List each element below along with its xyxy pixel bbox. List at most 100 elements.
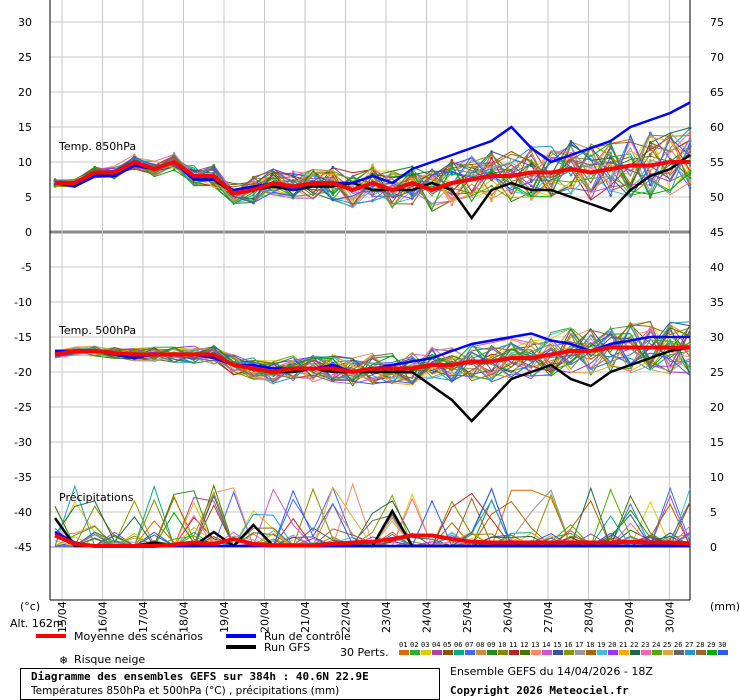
right-tick-label: 70: [710, 51, 724, 64]
member-legend-swatch: [608, 650, 618, 655]
panel-label-precip: Précipitations: [59, 491, 134, 504]
member-legend-label: 12: [520, 641, 528, 649]
member-legend-label: 01: [399, 641, 407, 649]
member-point: [649, 196, 652, 199]
member-point: [688, 137, 692, 141]
member-legend-swatch: [718, 650, 728, 655]
panel-label-500: Temp. 500hPa: [58, 324, 136, 337]
member-legend-label: 22: [630, 641, 638, 649]
plot-area: [50, 0, 690, 600]
member-t500-line: [54, 329, 691, 384]
member-point: [609, 151, 612, 155]
member-legend-label: 23: [641, 641, 649, 649]
right-axis-unit: (mm): [710, 600, 740, 613]
main-series: [53, 101, 691, 548]
member-point: [331, 192, 335, 195]
member-legend-label: 19: [597, 641, 605, 649]
member-legend-swatch: [399, 650, 409, 655]
member-legend-swatch: [553, 650, 563, 655]
member-point: [688, 130, 692, 134]
x-tick-label: 27/04: [542, 601, 555, 633]
x-tick-label: 22/04: [340, 601, 353, 633]
member-point: [252, 197, 255, 200]
left-tick-label: -5: [21, 261, 32, 274]
member-point: [490, 168, 493, 172]
member-point: [490, 178, 493, 182]
right-tick-label: 30: [710, 331, 724, 344]
member-legend-swatch: [641, 650, 651, 655]
member-legend-label: 28: [696, 641, 704, 649]
left-tick-label: -30: [14, 436, 32, 449]
left-tick-label: -40: [14, 506, 32, 519]
member-legend-label: 26: [674, 641, 682, 649]
member-point: [450, 203, 454, 207]
member-point: [450, 167, 454, 171]
member-point: [410, 197, 414, 200]
member-point: [649, 169, 652, 172]
member-point: [371, 194, 374, 197]
x-tick-label: 16/04: [97, 601, 110, 633]
member-legend-swatch: [652, 650, 662, 655]
member-point: [410, 202, 414, 206]
member-point: [569, 158, 573, 162]
member-legend-label: 10: [498, 641, 506, 649]
member-legend-swatch: [476, 650, 486, 655]
member-point: [609, 175, 612, 178]
right-tick-label: 75: [710, 16, 724, 29]
legend-perts-label: 30 Perts.: [340, 646, 389, 659]
member-point: [649, 131, 652, 135]
left-tick-label: -35: [14, 471, 32, 484]
x-tick-label: 19/04: [218, 601, 231, 633]
member-legend-swatch: [619, 650, 629, 655]
member-point: [649, 179, 652, 182]
member-point: [450, 173, 454, 176]
member-point: [371, 166, 374, 169]
run-info: Ensemble GEFS du 14/04/2026 - 18Z: [450, 665, 653, 678]
member-legend-label: 30: [718, 641, 726, 649]
member-t500-line: [54, 325, 691, 383]
member-legend-label: 15: [553, 641, 561, 649]
panel-labels: Temp. 850hPa Temp. 500hPa Précipitations: [58, 140, 136, 504]
member-point: [609, 163, 612, 166]
right-tick-label: 0: [710, 541, 717, 554]
right-tick-label: 5: [710, 506, 717, 519]
member-legend-label: 16: [564, 641, 572, 649]
member-point: [490, 161, 493, 165]
right-tick-label: 15: [710, 436, 724, 449]
series-precip-0: [54, 533, 691, 548]
altitude-label: Alt. 162m: [10, 617, 64, 630]
member-legend-label: 14: [542, 641, 550, 649]
right-tick-label: 65: [710, 86, 724, 99]
member-point: [569, 142, 573, 145]
member-point: [688, 145, 692, 148]
member-legend-label: 21: [619, 641, 627, 649]
member-point: [212, 182, 216, 185]
member-point: [609, 156, 612, 160]
member-legend-label: 07: [465, 641, 473, 649]
member-point: [688, 169, 692, 172]
member-legend-swatch: [465, 650, 475, 655]
x-tick-label: 30/04: [664, 601, 677, 633]
member-legend-swatch: [674, 650, 684, 655]
member-legend-swatch: [432, 650, 442, 655]
member-legend-swatch: [663, 650, 673, 655]
x-tick-label: 28/04: [583, 601, 596, 633]
member-point: [490, 163, 493, 167]
right-tick-label: 25: [710, 366, 724, 379]
member-point: [133, 155, 136, 159]
member-point: [688, 157, 692, 161]
right-tick-label: 55: [710, 156, 724, 169]
right-tick-label: 20: [710, 401, 724, 414]
member-legend-label: 11: [509, 641, 517, 649]
copyright: Copyright 2026 Meteociel.fr: [450, 684, 629, 697]
member-point: [291, 194, 295, 198]
member-point: [212, 165, 216, 168]
x-tick-label: 24/04: [421, 601, 434, 633]
member-point: [410, 192, 414, 195]
left-tick-label: -10: [14, 296, 32, 309]
member-legend-label: 08: [476, 641, 484, 649]
member-point: [649, 161, 652, 164]
right-tick-label: 10: [710, 471, 724, 484]
member-legend: 01 02 03 04 05 06 07 08 09 10 11 12 13 14 15 16 17 18 19 20…: [399, 641, 728, 655]
member-point: [649, 158, 652, 162]
